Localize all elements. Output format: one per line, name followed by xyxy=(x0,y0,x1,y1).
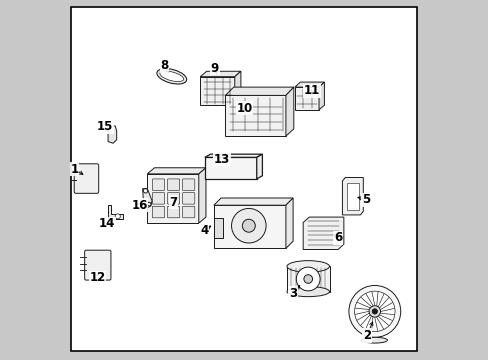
Circle shape xyxy=(354,291,394,332)
Polygon shape xyxy=(256,154,262,179)
FancyBboxPatch shape xyxy=(152,179,164,190)
Text: 1: 1 xyxy=(70,163,79,176)
Text: 4: 4 xyxy=(200,224,208,237)
FancyBboxPatch shape xyxy=(71,7,416,351)
Text: 15: 15 xyxy=(97,120,113,133)
Polygon shape xyxy=(294,82,324,87)
Circle shape xyxy=(296,267,320,291)
Text: 7: 7 xyxy=(169,196,177,209)
Circle shape xyxy=(242,219,255,232)
Polygon shape xyxy=(225,95,285,136)
Polygon shape xyxy=(285,198,292,248)
Text: 13: 13 xyxy=(213,153,229,166)
Polygon shape xyxy=(303,217,343,249)
Text: 8: 8 xyxy=(160,59,168,72)
Text: 10: 10 xyxy=(236,102,252,114)
Polygon shape xyxy=(225,87,293,95)
Text: 11: 11 xyxy=(304,84,320,97)
FancyBboxPatch shape xyxy=(74,164,99,193)
Polygon shape xyxy=(200,71,241,77)
Polygon shape xyxy=(204,157,256,179)
Polygon shape xyxy=(107,205,123,219)
Text: 12: 12 xyxy=(89,271,105,284)
Polygon shape xyxy=(234,71,241,105)
Text: 6: 6 xyxy=(333,231,342,244)
Text: 3: 3 xyxy=(288,287,297,300)
Ellipse shape xyxy=(157,69,186,84)
FancyBboxPatch shape xyxy=(167,206,179,218)
Ellipse shape xyxy=(160,71,183,82)
Circle shape xyxy=(147,202,151,206)
FancyBboxPatch shape xyxy=(84,250,111,280)
FancyBboxPatch shape xyxy=(182,193,194,204)
Circle shape xyxy=(231,208,265,243)
Text: 16: 16 xyxy=(131,199,147,212)
FancyBboxPatch shape xyxy=(167,193,179,204)
Polygon shape xyxy=(294,87,318,110)
Polygon shape xyxy=(213,205,285,248)
Circle shape xyxy=(348,285,400,337)
Polygon shape xyxy=(346,183,358,210)
Ellipse shape xyxy=(286,287,329,297)
Text: 5: 5 xyxy=(361,193,369,206)
Circle shape xyxy=(115,214,120,219)
Polygon shape xyxy=(213,198,292,205)
Polygon shape xyxy=(147,174,199,223)
Polygon shape xyxy=(200,77,234,105)
FancyBboxPatch shape xyxy=(167,179,179,190)
Ellipse shape xyxy=(362,337,386,343)
Polygon shape xyxy=(204,154,262,157)
FancyBboxPatch shape xyxy=(152,193,164,204)
FancyBboxPatch shape xyxy=(182,206,194,218)
Circle shape xyxy=(371,309,377,314)
Polygon shape xyxy=(318,82,324,110)
Text: 14: 14 xyxy=(99,217,115,230)
Circle shape xyxy=(368,306,380,317)
Text: 9: 9 xyxy=(210,62,219,75)
Circle shape xyxy=(143,189,147,193)
Circle shape xyxy=(303,275,312,283)
FancyBboxPatch shape xyxy=(182,179,194,190)
Polygon shape xyxy=(199,168,205,223)
FancyBboxPatch shape xyxy=(213,218,223,238)
Polygon shape xyxy=(285,87,293,136)
FancyBboxPatch shape xyxy=(152,206,164,218)
Polygon shape xyxy=(108,126,117,143)
Ellipse shape xyxy=(286,261,329,272)
Polygon shape xyxy=(342,177,363,215)
Polygon shape xyxy=(142,189,152,208)
Polygon shape xyxy=(286,266,329,292)
Text: 2: 2 xyxy=(362,329,370,342)
Polygon shape xyxy=(147,168,205,174)
